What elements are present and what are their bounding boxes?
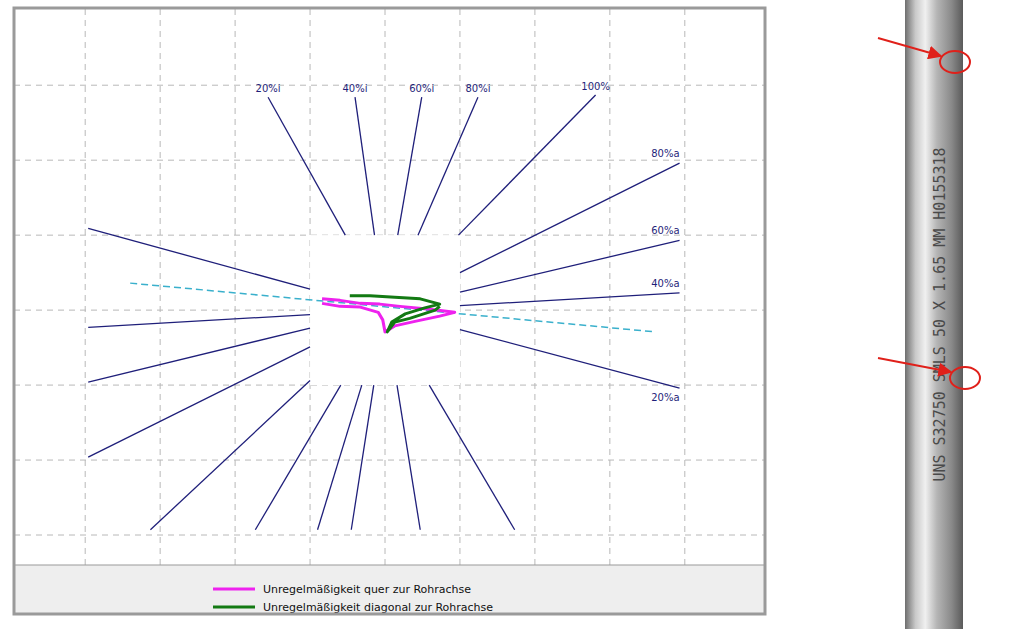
reference-line [355,97,374,235]
reference-labels: 20%i 40%i 60%i 80%i 100% 80%a 60%a 40%a 20%a [256,81,680,403]
marks [88,95,679,530]
reference-line [458,95,595,235]
grid-line-x [235,8,236,565]
reference-line [88,228,310,289]
plot-background [14,8,765,565]
reference-line [398,97,422,235]
legend-background [14,565,765,614]
reference-line [88,328,310,382]
grid-line-y [14,85,765,86]
legend-swatch [213,606,255,609]
reference-line [150,381,310,530]
legend-swatch [213,588,255,591]
pipe [905,0,963,629]
reference-label: 60%i [409,83,434,94]
legend-separator [14,565,765,566]
reference-line [460,330,680,388]
grid-line-x [85,8,86,565]
defect-arrow [878,38,941,56]
reference-line [429,385,514,530]
legend: Unregelmäßigkeit quer zur Rohrachse Unreg… [213,583,493,614]
reference-line [460,240,680,292]
canvas: 20%i 40%i 60%i 80%i 100% 80%a 60%a 40%a 20%a Unre… [0,0,1015,629]
plot-frame [14,8,765,614]
defect-marker [950,367,980,389]
series-line [350,296,440,332]
pipe-photo: UNS S32750 SMLS 50 X 1.65 MM H0155318 [878,0,980,629]
reference-line [351,385,373,530]
reference-label: 40%i [343,83,368,94]
reference-line [418,97,478,235]
grid-line-y [14,460,765,461]
reference-line [268,97,345,235]
grid-line-x [160,8,161,565]
reference-label: 80%i [465,83,490,94]
legend-label: Unregelmäßigkeit diagonal zur Rohrachse [263,601,493,614]
reference-label: 20%i [256,83,281,94]
reference-line [88,347,310,457]
reference-line [460,293,680,306]
reference-line [460,163,680,272]
reference-label: 60%a [651,225,679,236]
grid-line-x [534,8,535,565]
reference-line [397,385,420,530]
grid-line-y [14,160,765,161]
defect-arrow [878,358,951,372]
reference-line [88,315,310,328]
reference-label: 20%a [651,392,679,403]
phase-line [130,283,655,332]
reference-label: 100% [581,81,610,92]
reference-line [255,385,340,530]
pipe-marking: UNS S32750 SMLS 50 X 1.65 MM H0155318 [931,147,949,481]
grid [14,8,765,565]
legend-label: Unregelmäßigkeit quer zur Rohrachse [263,583,471,596]
reference-label: 40%a [651,278,679,289]
defect-marker [940,51,970,73]
center-area [310,235,460,385]
grid-line-y [14,535,765,536]
reference-label: 80%a [651,148,679,159]
grid-line-x [684,8,685,565]
